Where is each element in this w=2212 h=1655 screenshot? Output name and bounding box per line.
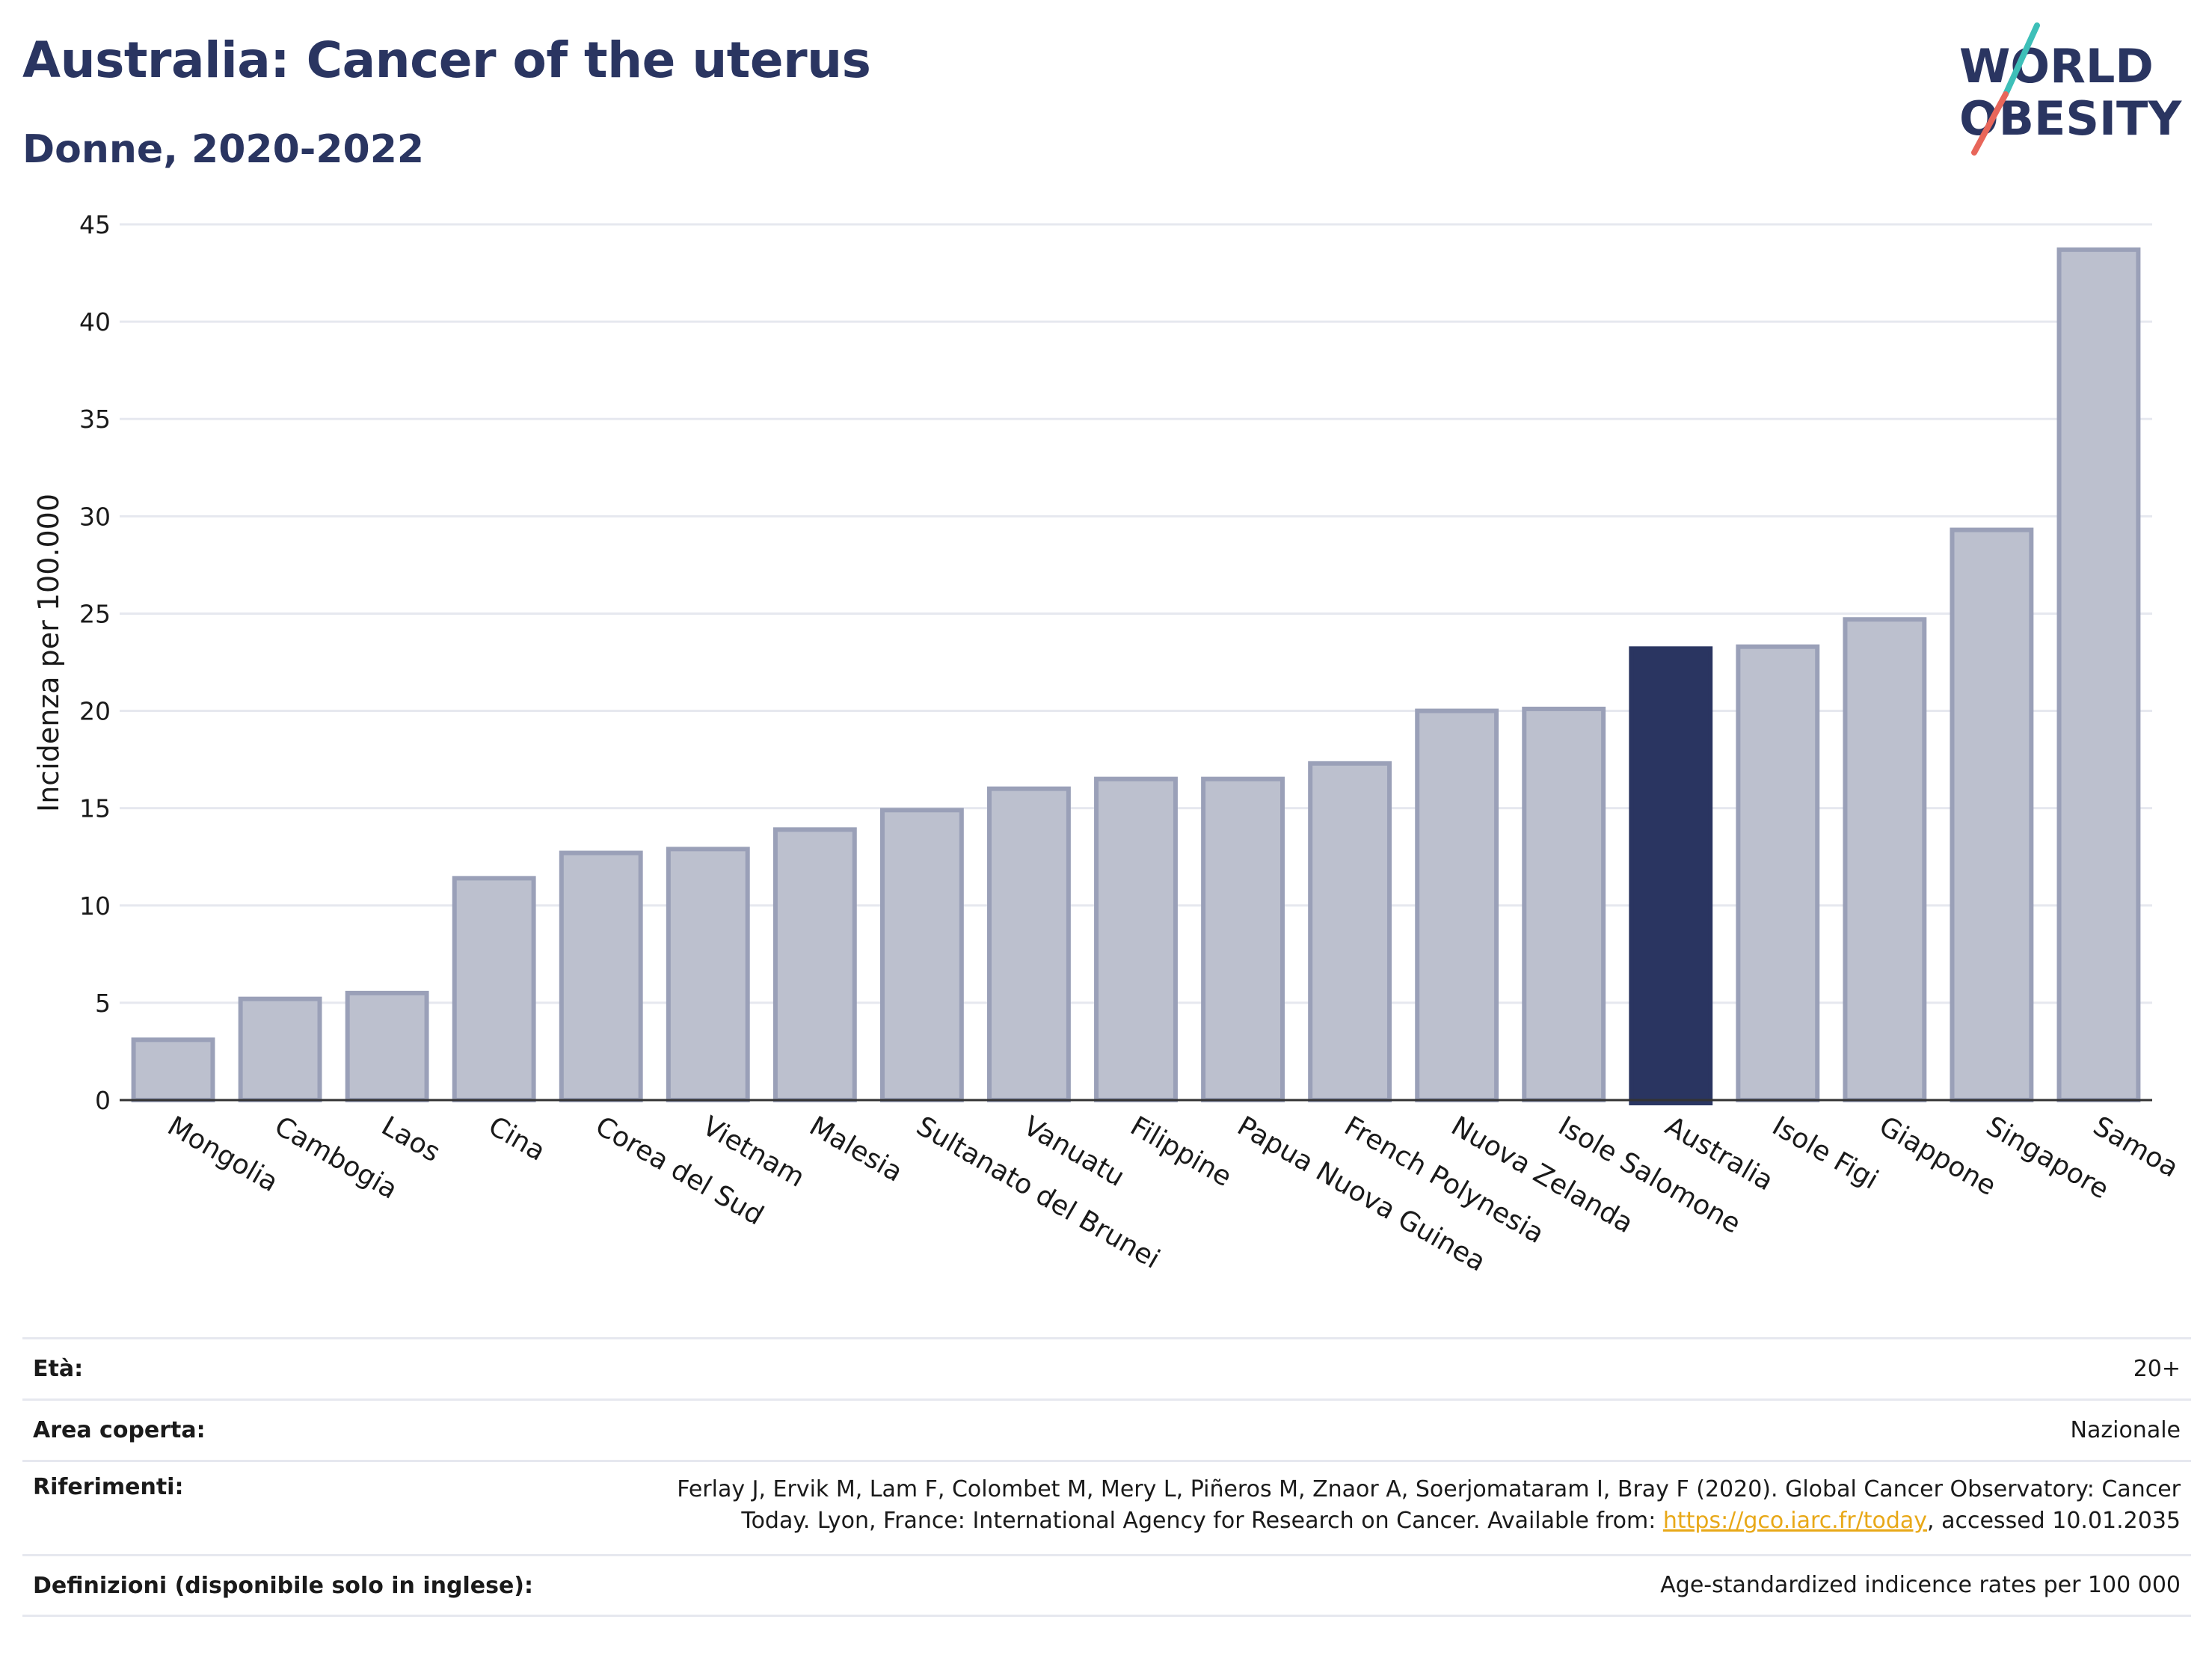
references-line2-post: , accessed 10.01.2035: [1927, 1508, 2181, 1534]
bar-laos: [345, 990, 429, 1103]
info-row-area: Area coperta: Nazionale: [22, 1398, 2191, 1460]
x-tick-label: Mongolia: [162, 1111, 283, 1198]
references-link[interactable]: https://gco.iarc.fr/today: [1662, 1508, 1928, 1534]
x-tick-label: Cina: [483, 1111, 550, 1167]
y-tick-label: 20: [79, 697, 111, 726]
age-label: Età:: [33, 1356, 84, 1382]
bar-cambogia: [238, 996, 322, 1102]
info-row-references: Riferimenti: Ferlay J, Ervik M, Lam F, C…: [22, 1460, 2191, 1554]
bar-isole-figi: [1736, 644, 1820, 1102]
y-tick-label: 10: [79, 891, 111, 921]
x-tick-label: Malesia: [804, 1111, 907, 1188]
bar-samoa: [2056, 247, 2141, 1103]
y-tick-label: 30: [79, 502, 111, 531]
x-tick-label: Laos: [376, 1111, 445, 1168]
bar-mongolia: [131, 1037, 215, 1102]
bar-french-polynesia: [1308, 761, 1392, 1102]
references-line2-pre: Today. Lyon, France: International Agenc…: [741, 1508, 1663, 1534]
chart-title: Australia: Cancer of the uterus: [22, 31, 871, 89]
x-tick-label: Cambogia: [269, 1111, 402, 1206]
y-tick-label: 40: [79, 307, 111, 337]
references-label: Riferimenti:: [33, 1474, 184, 1500]
references-line2: Today. Lyon, France: International Agenc…: [677, 1505, 2181, 1537]
bar-corea-del-sud: [559, 850, 643, 1103]
logo-line2: OBESITY: [1959, 91, 2182, 146]
bar-cina: [452, 876, 536, 1102]
y-axis-title: Incidenza per 100.000: [32, 494, 65, 812]
references-value: Ferlay J, Ervik M, Lam F, Colombet M, Me…: [677, 1474, 2181, 1554]
world-obesity-logo: WORLD OBESITY: [1959, 22, 2182, 156]
y-tick-label: 25: [79, 599, 111, 628]
info-row-age: Età: 20+: [22, 1337, 2191, 1398]
y-tick-label: 45: [79, 210, 111, 239]
logo-slash-teal: [2003, 22, 2040, 97]
bar-malesia: [772, 827, 857, 1103]
chart-subtitle: Donne, 2020-2022: [22, 127, 425, 172]
bar-giappone: [1843, 617, 1927, 1102]
x-tick-label: Singapore: [1981, 1111, 2114, 1205]
logo-line1: WORLD: [1959, 39, 2154, 93]
definitions-label: Definizioni (disponibile solo in inglese…: [33, 1572, 533, 1599]
bar-vanuatu: [987, 786, 1071, 1102]
definitions-value: Age-standardized indicence rates per 100…: [1660, 1572, 2181, 1598]
y-tick-label: 35: [79, 405, 111, 434]
bar-chart: 0 5 10 15 20 25 30 35 40 45 Incidenza per 100.000…: [32, 210, 2184, 1278]
bar-singapore: [1950, 527, 2034, 1102]
x-tick-label: Isole Figi: [1767, 1111, 1884, 1195]
area-label: Area coperta:: [33, 1417, 206, 1443]
info-row-definitions: Definizioni (disponibile solo in inglese…: [22, 1554, 2191, 1617]
y-tick-label: 0: [95, 1086, 111, 1115]
y-tick-label: 15: [79, 794, 111, 823]
y-tick-label: 5: [95, 989, 111, 1018]
x-tick-label: Giappone: [1874, 1111, 2001, 1202]
bar-nuova-zelanda: [1415, 708, 1499, 1102]
references-line1: Ferlay J, Ervik M, Lam F, Colombet M, Me…: [677, 1476, 2181, 1502]
bar-australia: [1629, 646, 1713, 1105]
area-value: Nazionale: [2070, 1416, 2181, 1443]
bars: [131, 247, 2141, 1105]
bar-vietnam: [666, 847, 750, 1103]
bar-isole-salomone: [1522, 706, 1606, 1102]
logo-slash-coral: [1971, 91, 2009, 156]
x-tick-label: Filippine: [1125, 1111, 1237, 1193]
x-tick-label: Isole Salomone: [1553, 1111, 1746, 1240]
bar-papua-nuova-guinea: [1201, 776, 1285, 1102]
bar-sultanato-del-brunei: [879, 808, 964, 1103]
y-axis-ticks: 0 5 10 15 20 25 30 35 40 45: [79, 210, 111, 1115]
bar-filippine: [1094, 776, 1178, 1102]
age-value: 20+: [2133, 1355, 2181, 1382]
info-table: Età: 20+ Area coperta: Nazionale Riferim…: [22, 1337, 2191, 1617]
